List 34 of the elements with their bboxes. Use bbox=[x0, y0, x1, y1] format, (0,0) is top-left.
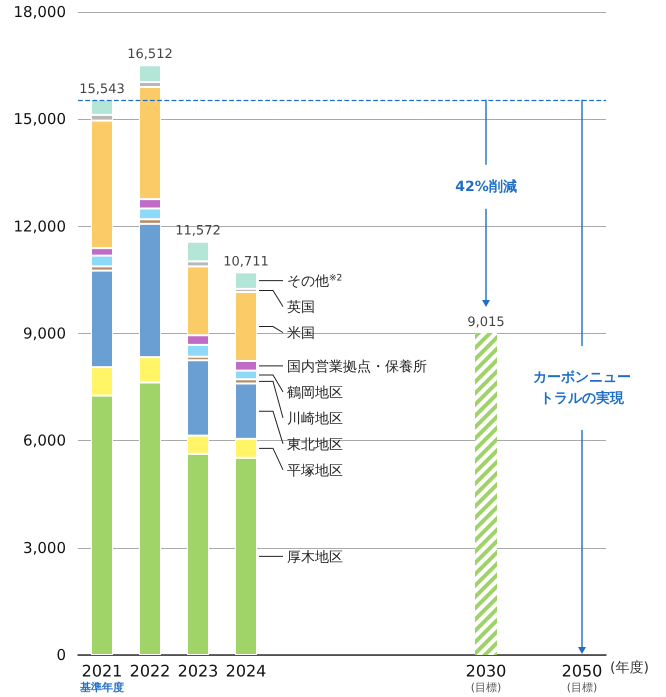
text: その他$^{※2}$ bbox=[287, 274, 342, 290]
text: 厚木地区 bbox=[287, 549, 343, 566]
text: (目標) bbox=[470, 681, 502, 694]
text: 川崎地区 bbox=[287, 410, 343, 427]
annotation: カーボンニュートラルの実現 bbox=[533, 369, 631, 406]
x-tick-label: 2022 bbox=[130, 662, 170, 680]
text: 平塚地区 bbox=[287, 462, 343, 479]
x-axis-title: (年度) bbox=[610, 660, 649, 676]
annotation: 42%削減 bbox=[455, 178, 517, 195]
text: 鶴岡地区 bbox=[287, 384, 343, 401]
x-tick-label: 2023 bbox=[178, 662, 218, 680]
x-tick-label: 2021 bbox=[82, 662, 122, 680]
text: 英国 bbox=[287, 300, 315, 316]
total-label: 16,512 bbox=[127, 47, 173, 62]
y-tick-label: 9,000 bbox=[23, 324, 66, 342]
total-label: 11,572 bbox=[175, 224, 221, 239]
text: (目標) bbox=[566, 681, 598, 694]
text: 米国 bbox=[287, 326, 315, 342]
text: 国内営業拠点・保養所 bbox=[287, 358, 427, 375]
x-tick-label: 2050 bbox=[562, 662, 602, 680]
bar bbox=[235, 272, 257, 289]
y-tick-label: 0 bbox=[56, 646, 66, 664]
x-tick-label: 2024 bbox=[226, 662, 266, 680]
text: 基準年度 bbox=[79, 681, 124, 694]
y-tick-label: 15,000 bbox=[14, 110, 66, 128]
y-tick-label: 12,000 bbox=[14, 217, 66, 236]
total-label: 15,543 bbox=[79, 82, 125, 97]
text: 東北地区 bbox=[287, 436, 343, 453]
x-tick-label: 2030 bbox=[466, 662, 506, 680]
y-tick-label: 6,000 bbox=[23, 432, 66, 450]
total-label: 10,711 bbox=[223, 254, 269, 270]
y-tick-label: 3,000 bbox=[23, 538, 66, 557]
y-tick-label: 18,000 bbox=[14, 3, 66, 21]
data-label: 9,015 bbox=[467, 314, 505, 330]
